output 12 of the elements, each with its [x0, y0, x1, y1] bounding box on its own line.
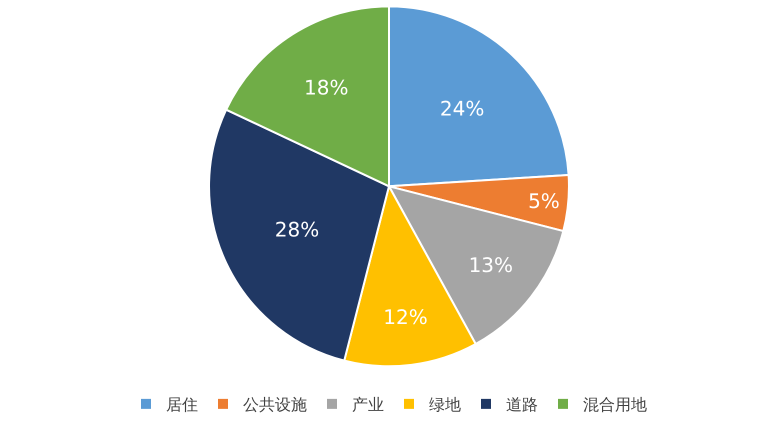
legend-label: 绿地 [429, 395, 461, 414]
legend-label: 产业 [352, 395, 384, 414]
data-label: 5% [528, 188, 560, 213]
data-label: 13% [468, 253, 514, 278]
data-label: 18% [304, 75, 348, 100]
data-label: 12% [383, 304, 428, 329]
legend-label: 居住 [166, 395, 198, 414]
legend-label: 公共设施 [243, 395, 307, 414]
data-label: 24% [440, 96, 484, 120]
legend-label: 道路 [506, 395, 538, 414]
data-label: 28% [274, 218, 320, 242]
legend-label: 混合用地 [583, 395, 647, 414]
